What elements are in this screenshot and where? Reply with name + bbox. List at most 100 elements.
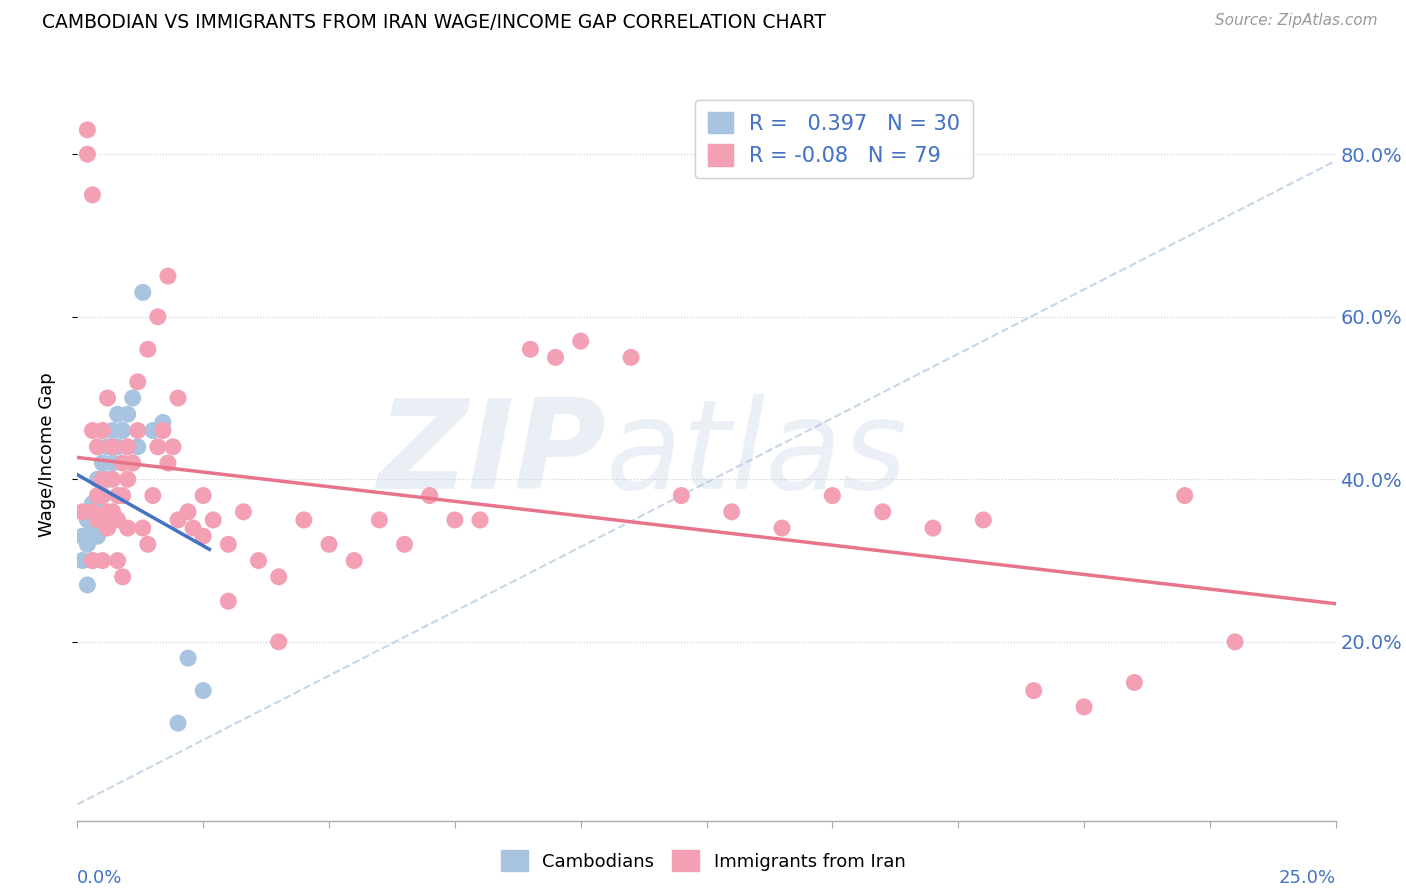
Point xyxy=(267,635,290,649)
Point xyxy=(101,440,124,454)
Y-axis label: Wage/Income Gap: Wage/Income Gap xyxy=(38,373,56,537)
Point xyxy=(136,343,159,357)
Point xyxy=(191,683,215,698)
Point xyxy=(343,553,366,567)
Point xyxy=(96,391,118,405)
Point xyxy=(107,489,129,503)
Point xyxy=(156,456,179,470)
Point xyxy=(232,505,254,519)
Point xyxy=(368,513,391,527)
Point xyxy=(152,416,174,430)
Point xyxy=(177,505,200,519)
Point xyxy=(142,489,165,503)
Point xyxy=(76,147,98,161)
Point xyxy=(167,513,190,527)
Point xyxy=(86,489,108,503)
Point xyxy=(76,537,98,551)
Point xyxy=(821,489,844,503)
Point xyxy=(121,391,143,405)
Point xyxy=(101,505,124,519)
Point xyxy=(394,537,416,551)
Point xyxy=(127,440,149,454)
Point xyxy=(91,489,114,503)
Point xyxy=(267,570,290,584)
Point xyxy=(91,472,114,486)
Point xyxy=(111,570,134,584)
Point xyxy=(86,440,108,454)
Point xyxy=(720,505,742,519)
Point xyxy=(132,285,155,300)
Point xyxy=(569,334,592,348)
Point xyxy=(217,594,239,608)
Point xyxy=(1073,699,1095,714)
Point xyxy=(181,521,204,535)
Point xyxy=(972,513,994,527)
Point xyxy=(76,513,98,527)
Point xyxy=(117,407,139,421)
Point xyxy=(86,529,108,543)
Point xyxy=(76,578,98,592)
Point xyxy=(146,310,169,324)
Point xyxy=(167,391,190,405)
Point xyxy=(96,472,118,486)
Point xyxy=(922,521,945,535)
Text: ZIP: ZIP xyxy=(377,394,606,516)
Legend: Cambodians, Immigrants from Iran: Cambodians, Immigrants from Iran xyxy=(494,843,912,879)
Point xyxy=(117,521,139,535)
Point xyxy=(191,529,215,543)
Point xyxy=(177,651,200,665)
Point xyxy=(76,123,98,137)
Point xyxy=(96,505,118,519)
Legend: R =   0.397   N = 30, R = -0.08   N = 79: R = 0.397 N = 30, R = -0.08 N = 79 xyxy=(696,100,973,178)
Point xyxy=(82,505,104,519)
Point xyxy=(111,456,134,470)
Point xyxy=(872,505,894,519)
Point xyxy=(292,513,315,527)
Point xyxy=(1123,675,1146,690)
Point xyxy=(86,513,108,527)
Point xyxy=(202,513,225,527)
Text: atlas: atlas xyxy=(606,394,908,516)
Point xyxy=(86,497,108,511)
Point xyxy=(247,553,270,567)
Point xyxy=(72,529,94,543)
Point xyxy=(127,424,149,438)
Point xyxy=(136,537,159,551)
Point xyxy=(91,489,114,503)
Text: 0.0%: 0.0% xyxy=(77,870,122,888)
Point xyxy=(1174,489,1197,503)
Point xyxy=(91,553,114,567)
Point xyxy=(107,513,129,527)
Point xyxy=(107,407,129,421)
Point xyxy=(107,553,129,567)
Point xyxy=(519,343,541,357)
Point xyxy=(620,351,643,365)
Point xyxy=(91,424,114,438)
Point xyxy=(444,513,467,527)
Text: CAMBODIAN VS IMMIGRANTS FROM IRAN WAGE/INCOME GAP CORRELATION CHART: CAMBODIAN VS IMMIGRANTS FROM IRAN WAGE/I… xyxy=(42,13,827,32)
Point xyxy=(72,505,94,519)
Point xyxy=(167,716,190,731)
Point xyxy=(82,187,104,202)
Point xyxy=(82,497,104,511)
Point xyxy=(671,489,693,503)
Point xyxy=(152,424,174,438)
Point xyxy=(156,269,179,284)
Point xyxy=(82,521,104,535)
Point xyxy=(217,537,239,551)
Point xyxy=(142,424,165,438)
Point xyxy=(101,424,124,438)
Point xyxy=(91,456,114,470)
Point xyxy=(146,440,169,454)
Text: 25.0%: 25.0% xyxy=(1278,870,1336,888)
Point xyxy=(117,472,139,486)
Point xyxy=(101,472,124,486)
Point xyxy=(318,537,340,551)
Point xyxy=(111,424,134,438)
Point xyxy=(127,375,149,389)
Point xyxy=(107,440,129,454)
Point xyxy=(111,489,134,503)
Point xyxy=(1223,635,1246,649)
Point xyxy=(1022,683,1045,698)
Point xyxy=(101,456,124,470)
